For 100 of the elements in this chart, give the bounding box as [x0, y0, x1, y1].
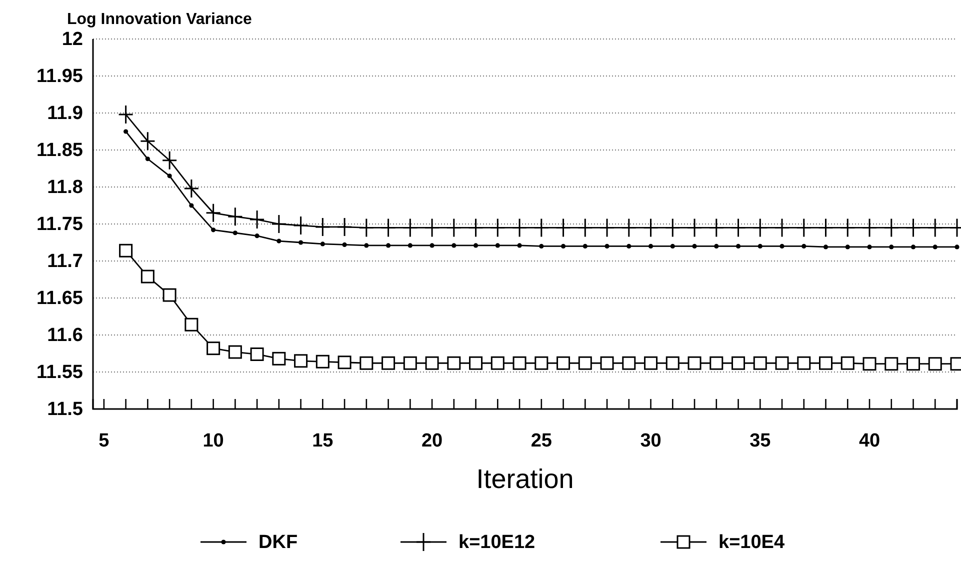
- point: [320, 242, 325, 246]
- point: [889, 244, 894, 250]
- point: [626, 244, 632, 248]
- point: [452, 243, 456, 248]
- point: [140, 270, 154, 284]
- point: [430, 243, 434, 248]
- point: [927, 218, 943, 238]
- point: [468, 218, 484, 238]
- point: [342, 242, 347, 248]
- point: [272, 352, 286, 366]
- point: [206, 203, 222, 223]
- point: [184, 178, 200, 198]
- point: [819, 356, 833, 370]
- y-tick-label: 11.75: [36, 214, 84, 236]
- x-tick-label: 35: [750, 430, 772, 452]
- point: [490, 218, 506, 238]
- point: [408, 243, 412, 248]
- point: [232, 230, 238, 236]
- x-tick-label: 15: [312, 430, 334, 452]
- point: [495, 243, 500, 248]
- point: [250, 347, 264, 361]
- point: [932, 244, 938, 250]
- point: [928, 357, 942, 371]
- point: [145, 156, 150, 162]
- point: [403, 356, 417, 370]
- point: [845, 244, 850, 250]
- point: [228, 345, 242, 359]
- point: [714, 244, 719, 248]
- point: [271, 214, 287, 234]
- point: [774, 218, 790, 238]
- legend-label: k=10E12: [458, 532, 536, 553]
- point: [211, 228, 216, 232]
- y-tick-label: 11.9: [47, 103, 83, 124]
- chart-title: Log Innovation Variance: [67, 11, 252, 28]
- point: [447, 356, 461, 370]
- point: [692, 244, 697, 248]
- point: [360, 356, 374, 370]
- x-tick-label: 30: [640, 430, 662, 452]
- point: [753, 356, 767, 370]
- y-tick-label: 11.7: [47, 251, 83, 272]
- x-tick-label: 10: [202, 430, 224, 452]
- point: [469, 356, 483, 370]
- point: [599, 218, 615, 238]
- point: [758, 244, 762, 248]
- point: [752, 218, 768, 238]
- point: [732, 356, 746, 370]
- point: [249, 210, 265, 230]
- point: [797, 356, 811, 370]
- y-tick-label: 11.95: [36, 66, 84, 88]
- x-tick-label: 40: [858, 430, 880, 452]
- point: [622, 356, 636, 370]
- point: [124, 129, 128, 134]
- point: [664, 218, 680, 238]
- point: [648, 244, 654, 248]
- point: [686, 218, 702, 238]
- point: [954, 244, 960, 250]
- point: [840, 356, 854, 370]
- point: [867, 244, 872, 250]
- point: [840, 218, 856, 238]
- point: [534, 356, 548, 370]
- legend-label: DKF: [258, 532, 298, 553]
- y-tick-label: 11.55: [36, 362, 84, 384]
- point: [293, 216, 309, 236]
- point: [708, 218, 724, 238]
- point: [364, 243, 369, 248]
- point: [670, 244, 675, 248]
- point: [162, 150, 178, 170]
- point: [276, 238, 282, 244]
- point: [162, 288, 176, 302]
- point: [780, 244, 784, 248]
- point: [338, 356, 352, 370]
- point: [823, 244, 828, 250]
- point: [189, 203, 194, 208]
- point: [862, 218, 878, 238]
- y-tick-label: 11.8: [47, 177, 83, 198]
- point: [796, 218, 812, 238]
- y-tick-label: 11.5: [47, 399, 84, 420]
- point: [140, 131, 156, 151]
- point: [534, 218, 550, 238]
- point: [539, 244, 544, 248]
- point: [600, 356, 614, 370]
- y-tick-label: 11.85: [36, 140, 84, 162]
- point: [730, 218, 746, 238]
- point: [358, 218, 374, 238]
- y-tick-label: 12: [62, 29, 83, 50]
- point: [314, 217, 330, 237]
- point: [167, 174, 172, 178]
- x-axis-title: Iteration: [476, 464, 574, 494]
- point: [298, 240, 304, 245]
- point: [560, 244, 566, 248]
- point: [577, 218, 593, 238]
- point: [802, 244, 806, 248]
- point: [254, 234, 260, 238]
- point: [490, 356, 504, 370]
- point: [119, 244, 133, 258]
- point: [643, 218, 659, 238]
- point: [710, 356, 724, 370]
- point: [294, 354, 308, 368]
- point: [884, 357, 898, 371]
- point: [336, 217, 352, 237]
